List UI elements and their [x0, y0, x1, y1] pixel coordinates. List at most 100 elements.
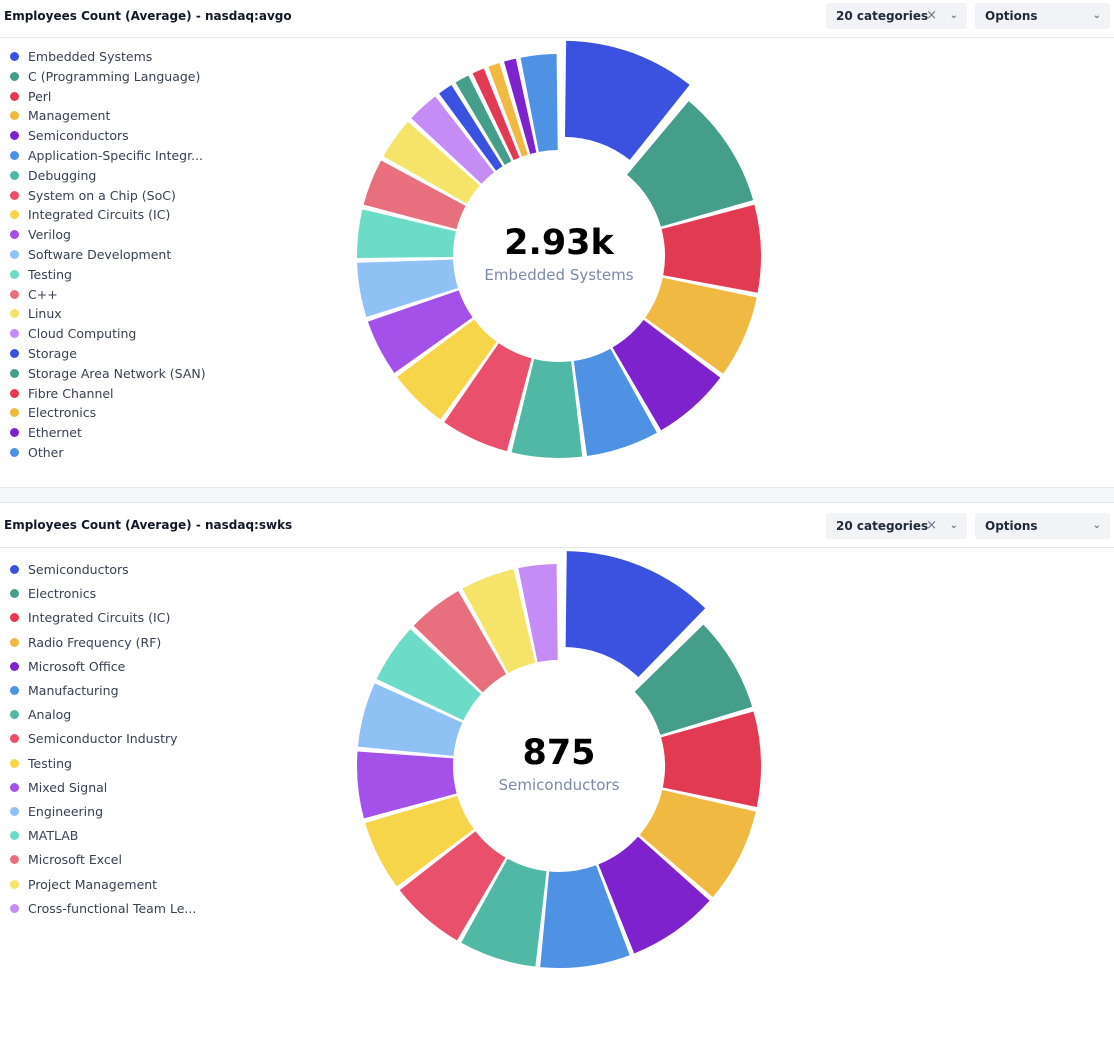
donut-slice-c[interactable] [363, 160, 466, 230]
legend-label: Semiconductors [28, 562, 129, 577]
donut-slice-microsoft-excel[interactable] [413, 590, 507, 693]
legend-label: Testing [28, 266, 72, 282]
donut-slice-semiconductor-industry[interactable] [399, 831, 506, 941]
legend-label: Storage Area Network (SAN) [28, 365, 206, 381]
legend-color-swatch [10, 589, 19, 599]
center-label: Embedded Systems [484, 266, 633, 284]
legend-color-swatch [10, 230, 19, 240]
legend-color-swatch [10, 269, 19, 279]
legend-color-swatch [10, 289, 19, 299]
legend-color-swatch [10, 368, 19, 378]
donut-slice-testing[interactable] [357, 209, 456, 258]
donut-slice-other[interactable] [520, 54, 558, 152]
donut-slice-integrated-circuits-ic[interactable] [661, 711, 761, 807]
options-label: Options [985, 519, 1038, 533]
donut-slice-integrated-circuits-ic[interactable] [397, 319, 497, 420]
options-select[interactable]: Options ⌄ [975, 513, 1110, 539]
legend-label: Verilog [28, 227, 71, 243]
legend-label: Mixed Signal [28, 779, 108, 795]
legend-color-swatch [10, 782, 19, 792]
legend-label: Analog [28, 707, 72, 723]
legend-color-swatch [10, 388, 19, 398]
legend-color-swatch [10, 91, 19, 101]
legend-color-swatch [10, 309, 19, 319]
category-select[interactable]: 20 categories × ⌄ [826, 513, 967, 539]
legend-label: Radio Frequency (RF) [28, 634, 162, 650]
legend-label: Application-Specific Integr... [28, 148, 204, 163]
donut-slice-engineering[interactable] [357, 683, 463, 756]
legend-label: Engineering [28, 804, 103, 819]
donut-slice-microsoft-office[interactable] [598, 836, 710, 954]
legend-label: C (Programming Language) [28, 68, 201, 84]
donut-slice-matlab[interactable] [376, 629, 481, 721]
donut-slice-perl[interactable] [661, 204, 761, 293]
donut-slice-embedded-systems[interactable] [564, 40, 690, 160]
donut-slice-semiconductors[interactable] [565, 551, 706, 678]
legend-color-swatch [10, 879, 19, 889]
chevron-down-icon: ⌄ [949, 520, 958, 531]
chevron-down-icon: ⌄ [1092, 520, 1101, 531]
chevron-down-icon: ⌄ [949, 10, 958, 21]
donut-slice-linux[interactable] [383, 121, 480, 204]
donut-slice-c-programming-language[interactable] [627, 101, 754, 227]
panel-header: Employees Count (Average) - nasdaq:swks … [0, 503, 1114, 548]
donut-slice-storage[interactable] [439, 85, 503, 171]
donut-chart: 2.93k Embedded Systems [357, 40, 761, 458]
legend-color-swatch [10, 613, 19, 623]
legend-color-swatch [10, 710, 19, 720]
legend-color-swatch [10, 734, 19, 744]
clear-icon[interactable]: × [926, 518, 937, 533]
legend-color-swatch [10, 686, 19, 695]
donut-slice-analog[interactable] [461, 858, 547, 967]
category-select[interactable]: 20 categories × ⌄ [826, 3, 967, 29]
donut-slice-storage-area-network-san[interactable] [455, 75, 512, 165]
donut-slice-cloud-computing[interactable] [411, 96, 495, 184]
donut-slice-electronics[interactable] [634, 624, 753, 735]
options-label: Options [985, 9, 1038, 23]
donut-slice-electronics[interactable] [488, 62, 528, 157]
donut-slice-fibre-channel[interactable] [472, 68, 520, 161]
legend-color-swatch [10, 855, 19, 865]
legend-label: Manufacturing [28, 683, 119, 698]
legend-label: Software Development [28, 247, 172, 262]
legend-label: Microsoft Excel [28, 852, 122, 868]
donut-slice-mixed-signal[interactable] [357, 751, 457, 819]
legend-label: Embedded Systems [28, 49, 153, 64]
options-select[interactable]: Options ⌄ [975, 3, 1110, 29]
donut-slice-cross-functional-team-le[interactable] [518, 564, 558, 663]
donut-chart: 875 Semiconductors [357, 551, 761, 968]
panel-divider [0, 487, 1114, 503]
legend-label: Semiconductors [28, 128, 129, 144]
donut-slice-manufacturing[interactable] [540, 865, 630, 968]
legend-label: Fibre Channel [28, 385, 114, 401]
chart-title: Employees Count (Average) - nasdaq:avgo [4, 9, 292, 23]
panel-header: Employees Count (Average) - nasdaq:avgo … [0, 0, 1114, 38]
clear-icon[interactable]: × [926, 8, 937, 23]
legend-color-swatch [10, 831, 19, 841]
legend-color-swatch [10, 349, 19, 358]
legend-color-swatch [10, 903, 19, 913]
legend-label: Cross-functional Team Le... [28, 900, 197, 916]
donut-slice-ethernet[interactable] [504, 58, 537, 155]
donut-slice-management[interactable] [645, 277, 757, 374]
legend-label: Other [28, 445, 64, 460]
donut-slice-debugging[interactable] [511, 359, 583, 458]
legend-label: Integrated Circuits (IC) [28, 207, 171, 223]
donut-slice-project-management[interactable] [462, 569, 536, 673]
donut-slice-system-on-a-chip-soc[interactable] [444, 343, 532, 452]
legend-color-swatch [10, 758, 19, 768]
legend-color-swatch [10, 807, 19, 816]
legend-label: Ethernet [28, 425, 82, 441]
legend-label: Storage [28, 346, 77, 361]
donut-slice-verilog[interactable] [367, 290, 473, 373]
legend-label: Cloud Computing [28, 326, 137, 342]
donut-slice-software-development[interactable] [357, 259, 458, 317]
donut-slice-testing[interactable] [365, 795, 474, 887]
center-label: Semiconductors [499, 776, 620, 794]
legend-label: MATLAB [28, 828, 79, 844]
legend-color-swatch [10, 250, 19, 259]
legend-color-swatch [10, 637, 19, 647]
donut-slice-application-specific-integr[interactable] [573, 348, 657, 457]
donut-slice-semiconductors[interactable] [612, 319, 721, 431]
donut-slice-radio-frequency-rf[interactable] [639, 789, 756, 898]
